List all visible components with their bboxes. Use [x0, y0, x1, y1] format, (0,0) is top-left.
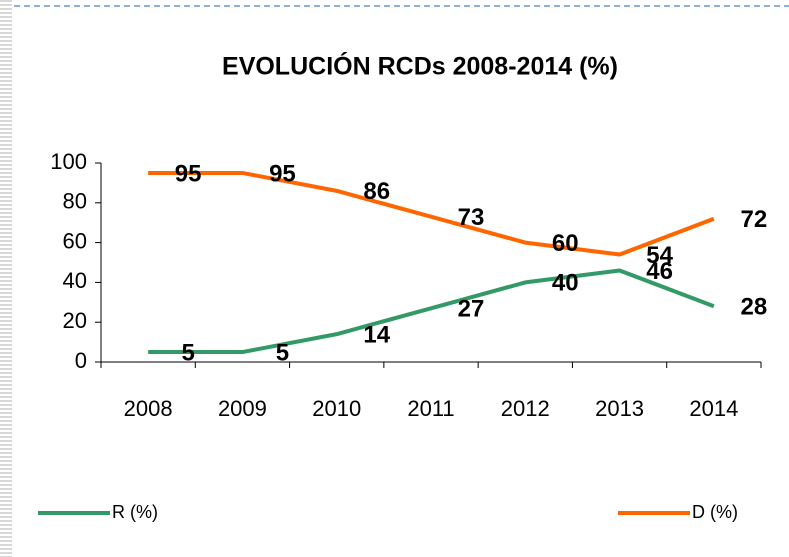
data-label: 72: [741, 206, 768, 233]
data-label: 60: [552, 230, 579, 257]
y-tick-label: 40: [63, 268, 87, 293]
series-line: [148, 268, 715, 355]
y-tick-label: 60: [63, 228, 87, 253]
data-label: 5: [181, 339, 194, 366]
x-tick-label: 2014: [689, 396, 738, 421]
data-label: 54: [646, 242, 673, 269]
x-tick-label: 2008: [124, 396, 173, 421]
x-tick-label: 2013: [595, 396, 644, 421]
legend-label: R (%): [112, 502, 158, 522]
data-label: 95: [269, 160, 296, 187]
x-tick-label: 2011: [407, 396, 454, 421]
x-tick-label: 2012: [501, 396, 550, 421]
data-label: 40: [552, 270, 579, 297]
side-border: [0, 0, 12, 557]
chart-title: EVOLUCIÓN RCDs 2008-2014 (%): [222, 51, 618, 81]
y-tick-label: 0: [75, 348, 87, 373]
series-line: [148, 170, 715, 257]
data-label: 27: [458, 296, 485, 323]
data-label: 73: [458, 204, 485, 231]
data-label: 14: [363, 321, 390, 348]
data-label: 5: [276, 339, 289, 366]
legend-label: D (%): [692, 502, 738, 522]
y-tick-label: 100: [50, 149, 87, 174]
x-tick-label: 2010: [312, 396, 361, 421]
data-label: 28: [741, 294, 768, 321]
x-tick-label: 2009: [218, 396, 267, 421]
y-tick-label: 80: [63, 189, 87, 214]
data-label: 95: [175, 160, 202, 187]
y-tick-label: 20: [63, 308, 87, 333]
data-label: 86: [363, 178, 390, 205]
data-label: 46: [646, 258, 673, 285]
